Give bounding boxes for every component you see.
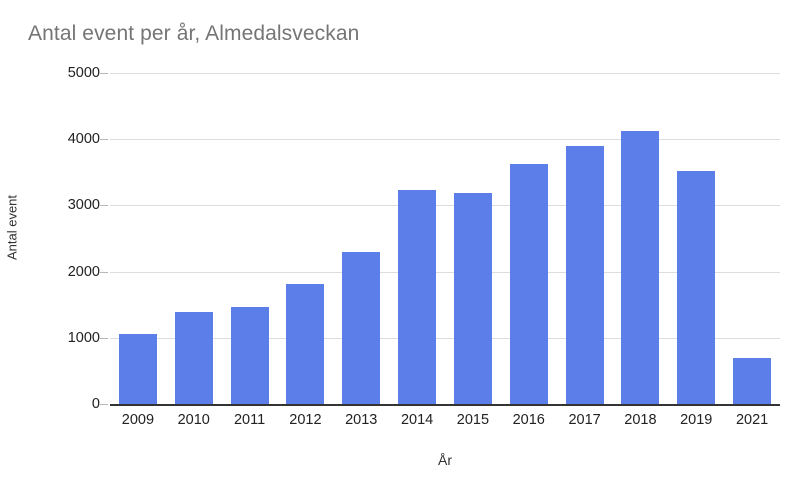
bar-slot <box>166 73 222 404</box>
bar[interactable] <box>621 131 660 404</box>
x-axis-tick-label: 2009 <box>121 412 155 428</box>
x-axis-tick-label: 2014 <box>400 412 434 428</box>
y-axis-title: Antal event <box>4 194 20 261</box>
bar[interactable] <box>398 190 437 404</box>
x-axis-tick-label: 2013 <box>345 412 378 428</box>
bar-slot <box>333 73 389 404</box>
bar-slot <box>222 73 278 404</box>
chart-title: Antal event per år, Almedalsveckan <box>28 22 360 45</box>
bar-slot <box>557 73 613 404</box>
x-axis-tick-label: 2021 <box>735 412 769 428</box>
gridline <box>110 73 780 74</box>
y-axis-tick-label: 4000 <box>67 131 100 148</box>
bar-slot <box>724 73 780 404</box>
x-axis-tick-label: 2011 <box>233 412 266 428</box>
y-axis-tick-labels: 0 1000 2000 3000 4000 5000 <box>0 0 108 486</box>
x-axis-tick-label: 2016 <box>512 412 545 428</box>
bar[interactable] <box>286 284 325 404</box>
bar[interactable] <box>174 311 213 404</box>
x-axis-tick-label: 2019 <box>680 412 713 428</box>
bar[interactable] <box>509 164 548 404</box>
y-axis-tick-mark <box>100 139 108 141</box>
y-axis-tick-mark <box>100 205 108 207</box>
y-axis-tick-mark <box>100 337 108 339</box>
bar-slot <box>389 73 445 404</box>
gridline <box>110 139 780 141</box>
bar[interactable] <box>118 333 157 404</box>
gridline <box>110 337 780 339</box>
bar-slot <box>613 73 669 404</box>
bar[interactable] <box>453 193 492 404</box>
bar[interactable] <box>230 306 269 404</box>
gridline <box>110 271 780 273</box>
bar[interactable] <box>733 357 772 404</box>
x-axis-tick-label: 2018 <box>624 412 657 428</box>
x-axis-title: År <box>438 452 452 468</box>
bar-slot <box>445 73 501 404</box>
bar-slot <box>501 73 557 404</box>
y-axis-tick-label: 3000 <box>67 197 100 214</box>
bar[interactable] <box>565 146 604 404</box>
plot-area <box>110 73 780 404</box>
y-axis-tick-label: 0 <box>91 396 100 412</box>
bar-slot <box>110 73 166 404</box>
x-axis-tick-label: 2017 <box>568 412 601 428</box>
gridline <box>110 205 780 207</box>
x-axis-tick-label: 2015 <box>456 412 490 428</box>
x-axis-tick-label: 2012 <box>289 412 322 428</box>
bar[interactable] <box>342 252 381 404</box>
y-axis-tick-mark <box>100 404 108 405</box>
x-axis-line <box>110 404 780 406</box>
y-axis-tick-mark <box>100 73 108 74</box>
x-axis-tick-label: 2010 <box>177 412 210 428</box>
y-axis-tick-label: 5000 <box>67 65 100 81</box>
y-axis-tick-mark <box>100 271 108 273</box>
y-axis-tick-label: 2000 <box>67 263 100 280</box>
bar-slot <box>278 73 334 404</box>
y-axis-tick-label: 1000 <box>67 329 100 346</box>
bar-slot <box>668 73 724 404</box>
bar[interactable] <box>677 170 716 404</box>
